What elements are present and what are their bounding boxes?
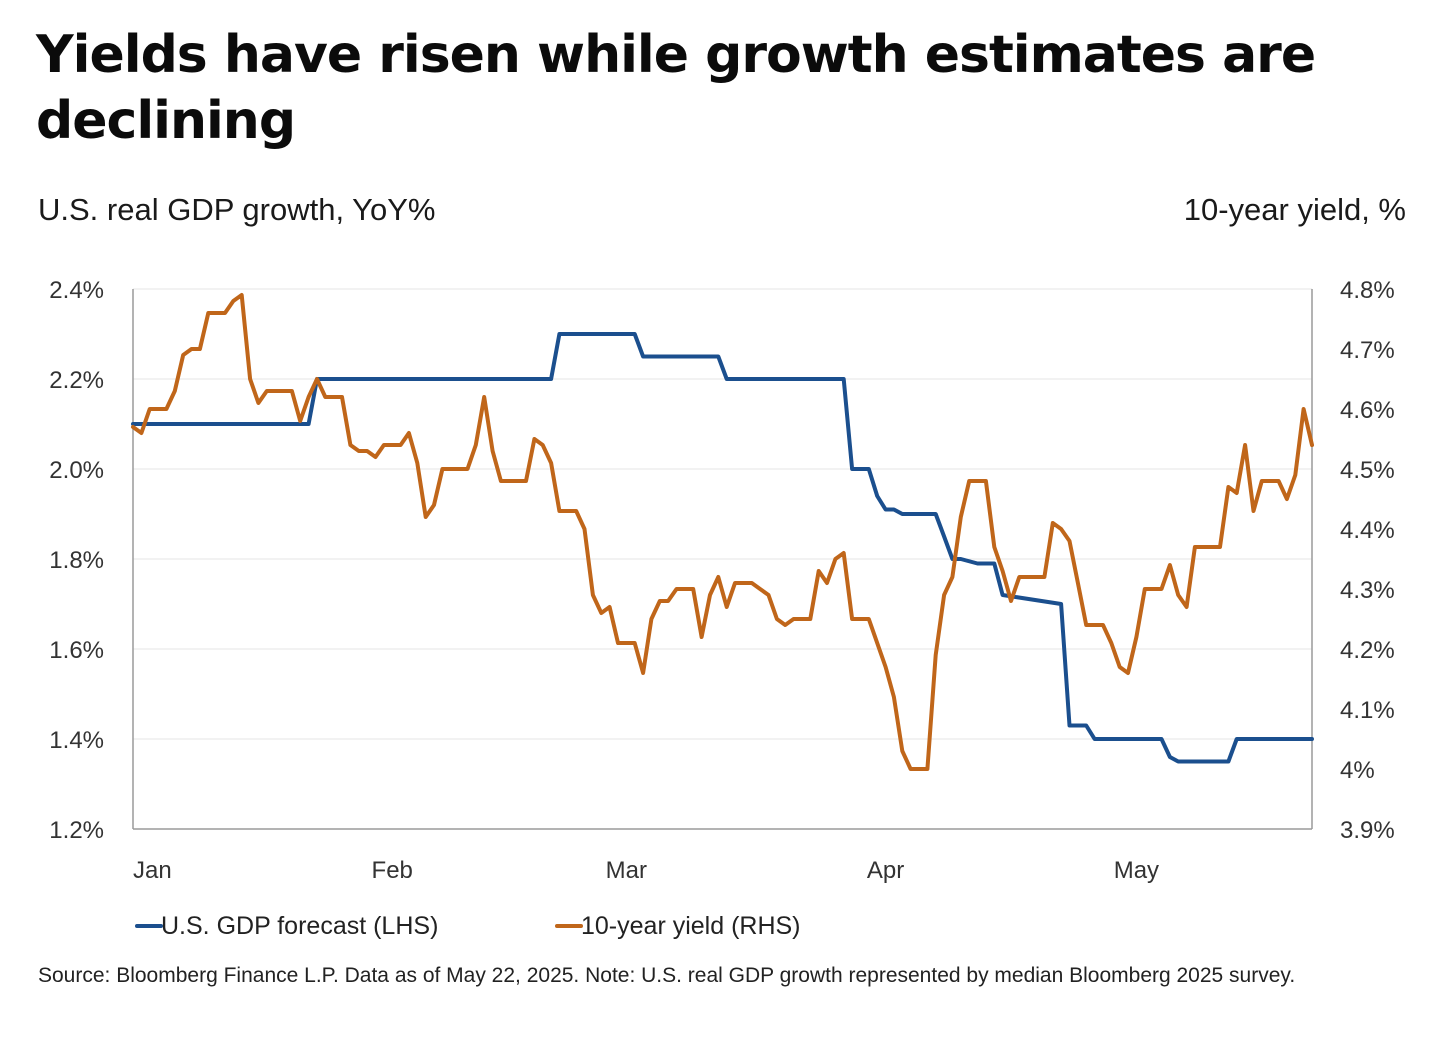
chart-title: Yields have risen while growth estimates… [36, 25, 1316, 151]
y-right-tick-label: 4% [1340, 757, 1375, 784]
x-tick-label: Mar [606, 857, 647, 884]
series-lines [131, 293, 1314, 771]
y-right-tick-label: 4.2% [1340, 637, 1395, 664]
y-right-tick-label: 4.8% [1340, 277, 1395, 304]
y-left-tick-label: 2.4% [49, 277, 104, 304]
left-axis-title: U.S. real GDP growth, YoY% [38, 192, 436, 227]
x-tick-label: Jan [133, 857, 172, 884]
right-axis-title: 10-year yield, % [1183, 192, 1406, 227]
x-tick-label: Apr [867, 857, 904, 884]
y-right-tick-label: 4.1% [1340, 697, 1395, 724]
y-left-tick-label: 1.8% [49, 547, 104, 574]
gdp-forecast-line [131, 332, 1314, 764]
source-note: Source: Bloomberg Finance L.P. Data as o… [38, 964, 1296, 987]
y-left-tick-label: 2.0% [49, 457, 104, 484]
y-right-tick-label: 4.7% [1340, 337, 1395, 364]
y-right-tick-label: 4.6% [1340, 397, 1395, 424]
x-tick-label: Feb [372, 857, 413, 884]
y-left-tick-label: 1.6% [49, 637, 104, 664]
y-right-tick-label: 4.3% [1340, 577, 1395, 604]
legend-label: 10-year yield (RHS) [581, 912, 801, 940]
y-left-tick-label: 1.4% [49, 727, 104, 754]
y-right-tick-label: 4.5% [1340, 457, 1395, 484]
tick-labels: 1.2% 1.4% 1.6% 1.8% 2.0% 2.2% 2.4% 3.9% 4% 4.1% 4.… [49, 277, 1394, 884]
legend: U.S. GDP forecast (LHS) 10-year yield (RH… [135, 912, 801, 940]
gridlines [133, 288, 1312, 740]
y-right-tick-label: 4.4% [1340, 517, 1395, 544]
y-left-tick-label: 2.2% [49, 367, 104, 394]
legend-label: U.S. GDP forecast (LHS) [161, 912, 438, 940]
y-left-tick-label: 1.2% [49, 817, 104, 844]
x-tick-label: May [1114, 857, 1159, 884]
ten-year-yield-line [131, 293, 1314, 771]
y-right-tick-label: 3.9% [1340, 817, 1395, 844]
